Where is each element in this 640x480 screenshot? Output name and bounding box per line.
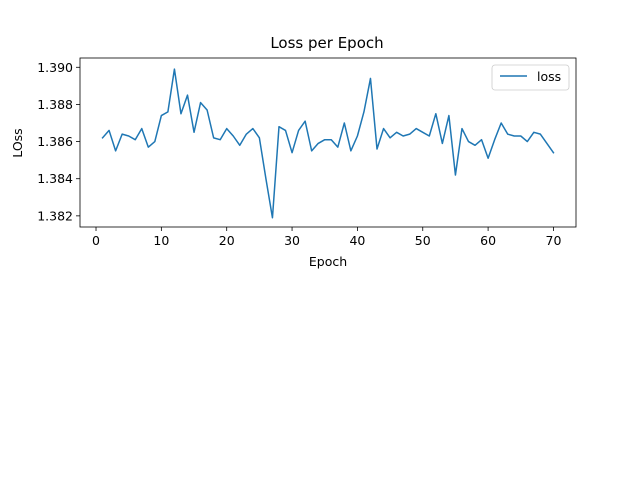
y-tick-label: 1.388 [37,97,73,112]
y-tick-label: 1.390 [37,60,73,75]
x-tick-label: 30 [284,233,300,248]
legend-box [491,64,570,91]
y-tick-label: 1.382 [37,208,73,223]
y-axis: 1.382 1.384 1.386 1.388 1.390 [37,60,80,223]
x-tick-label: 50 [415,233,431,248]
y-tick-label: 1.384 [37,171,73,186]
legend: loss [491,64,570,91]
series-layer [101,68,555,219]
y-axis-label: LOss [10,128,25,157]
y-tick-label: 1.386 [37,134,73,149]
x-tick-label: 10 [153,233,169,248]
x-tick-label: 20 [219,233,235,248]
plot-area-frame [79,57,577,228]
chart-title: Loss per Epoch [270,34,383,52]
legend-label-loss: loss [537,69,561,84]
x-tick-label: 60 [480,233,496,248]
series-line-loss [101,68,555,219]
x-axis-label: Epoch [309,254,347,269]
x-tick-label: 0 [92,233,100,248]
x-tick-label: 70 [546,233,562,248]
x-tick-label: 40 [349,233,365,248]
x-axis: 0 10 20 30 40 50 60 70 [92,227,561,248]
